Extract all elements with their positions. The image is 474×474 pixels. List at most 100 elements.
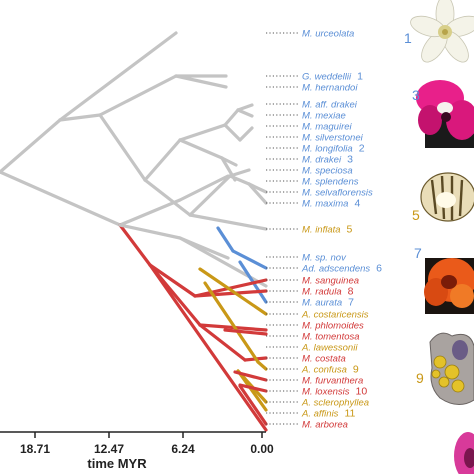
- tree-branch: [236, 369, 268, 412]
- petal: [418, 105, 442, 135]
- taxon-label: M. mexiae: [302, 110, 346, 121]
- photo-number: 5: [412, 207, 420, 223]
- taxon-label: M. maxima: [302, 198, 348, 209]
- tree-branch: [193, 289, 268, 298]
- tree-branch: [178, 236, 230, 260]
- clade-number: 1: [357, 71, 363, 83]
- petal: [446, 100, 474, 140]
- tree-branch: [233, 370, 268, 382]
- tree-branch: [0, 170, 122, 227]
- flower-center: [442, 29, 448, 35]
- clade-number: 4: [354, 198, 360, 210]
- taxon-label: M. speciosa: [302, 165, 353, 176]
- tree-branch: [178, 123, 227, 142]
- tree-branch: [143, 178, 192, 217]
- stamen: [431, 369, 441, 379]
- tree-branch: [143, 138, 182, 182]
- stripe: [430, 179, 438, 215]
- stamen: [433, 355, 447, 369]
- photo-number: 1: [404, 30, 412, 46]
- photo-number: 9: [416, 370, 424, 386]
- tree-branch: [98, 113, 147, 182]
- phylogenetic-tree: [0, 31, 268, 432]
- clade-number: 8: [348, 286, 354, 298]
- tree-branch: [178, 174, 230, 202]
- tree-branch: [118, 223, 182, 240]
- axis-tick-label: 6.24: [171, 442, 195, 456]
- time-axis: 18.71 12.47 6.24 0.00 time MYR: [0, 431, 274, 471]
- flower-throat: [437, 102, 453, 114]
- flower-photo-3: [416, 80, 474, 148]
- petal: [452, 340, 468, 360]
- clade-number: 5: [347, 224, 353, 236]
- tree-branch: [98, 74, 178, 117]
- tree-branch: [198, 323, 247, 362]
- tree-branch: [228, 174, 251, 186]
- flower-photo-1: [410, 0, 474, 63]
- tree-branch: [238, 383, 268, 393]
- flower-throat: [441, 112, 451, 122]
- taxon-label: M. aurata: [302, 297, 342, 308]
- taxon-label: M. drakei: [302, 154, 342, 165]
- tree-branch: [228, 168, 251, 178]
- tree-branch: [188, 174, 232, 217]
- tree-branch: [58, 113, 102, 122]
- flower-photo-9: [429, 332, 474, 405]
- tree-branch: [247, 182, 268, 205]
- taxon-label: M. sanguinea: [302, 275, 359, 286]
- taxon-label: M. inflata: [302, 224, 341, 235]
- tree-branch: [236, 103, 254, 112]
- taxon-label: A. confusa: [301, 364, 347, 375]
- petal: [450, 284, 474, 308]
- stamen: [438, 376, 450, 388]
- taxon-label: M. hernandoi: [302, 82, 358, 93]
- stripe: [458, 179, 464, 217]
- axis-title: time MYR: [87, 456, 147, 471]
- leader-dots: [266, 32, 299, 425]
- tree-branch: [223, 123, 242, 142]
- tree-branch: [174, 74, 228, 89]
- taxon-label: M. costata: [302, 353, 346, 364]
- tree-branch: [236, 108, 254, 118]
- tree-branch: [148, 263, 197, 298]
- tree-branch: [58, 31, 178, 122]
- flower-photo-bottom: [454, 432, 474, 474]
- clade-number: 10: [356, 386, 368, 398]
- flower-photo-7: [424, 258, 474, 314]
- axis-tick-label: 18.71: [20, 442, 50, 456]
- axis-tick-label: 12.47: [94, 442, 124, 456]
- tree-branch: [231, 249, 268, 270]
- tree-branch: [203, 281, 260, 364]
- taxon-label: A. costaricensis: [301, 309, 369, 320]
- axis-tick-label: 0.00: [250, 442, 274, 456]
- taxon-label: A. lawessonii: [301, 342, 358, 353]
- taxon-label: M. tomentosa: [302, 331, 360, 342]
- tree-branch: [216, 226, 235, 253]
- taxon-label: M. splendens: [302, 176, 359, 187]
- flower-throat: [441, 275, 457, 289]
- clade-number: 2: [359, 143, 365, 155]
- tree-branch: [0, 118, 62, 174]
- clade-number: 11: [344, 408, 355, 420]
- taxon-label: M. selvaflorensis: [302, 187, 373, 198]
- flower-throat: [464, 448, 474, 468]
- tree-branch: [223, 328, 268, 336]
- taxon-label: M. loxensis: [302, 386, 350, 397]
- taxon-label: M. aff. drakei: [302, 99, 358, 110]
- taxon-label: M. longifolia: [302, 143, 353, 154]
- taxon-label: Ad. adscendens: [301, 263, 370, 274]
- tree-branch: [238, 126, 254, 142]
- clade-number: 9: [353, 364, 359, 376]
- photo-number: 3: [412, 87, 420, 103]
- clade-number: 7: [348, 297, 354, 309]
- tree-branch: [238, 384, 268, 426]
- taxon-label: M. sp. nov: [302, 252, 347, 263]
- stamen: [444, 364, 460, 380]
- taxon-labels: M. urceolata G. weddellii 1M. hernandoi M. …: [301, 28, 382, 430]
- taxon-label: M. maguirei: [302, 121, 353, 132]
- taxon-label: A. affinis: [301, 408, 339, 419]
- taxon-label: M. urceolata: [302, 28, 354, 39]
- flower-center: [436, 192, 456, 208]
- tree-branch: [148, 263, 268, 432]
